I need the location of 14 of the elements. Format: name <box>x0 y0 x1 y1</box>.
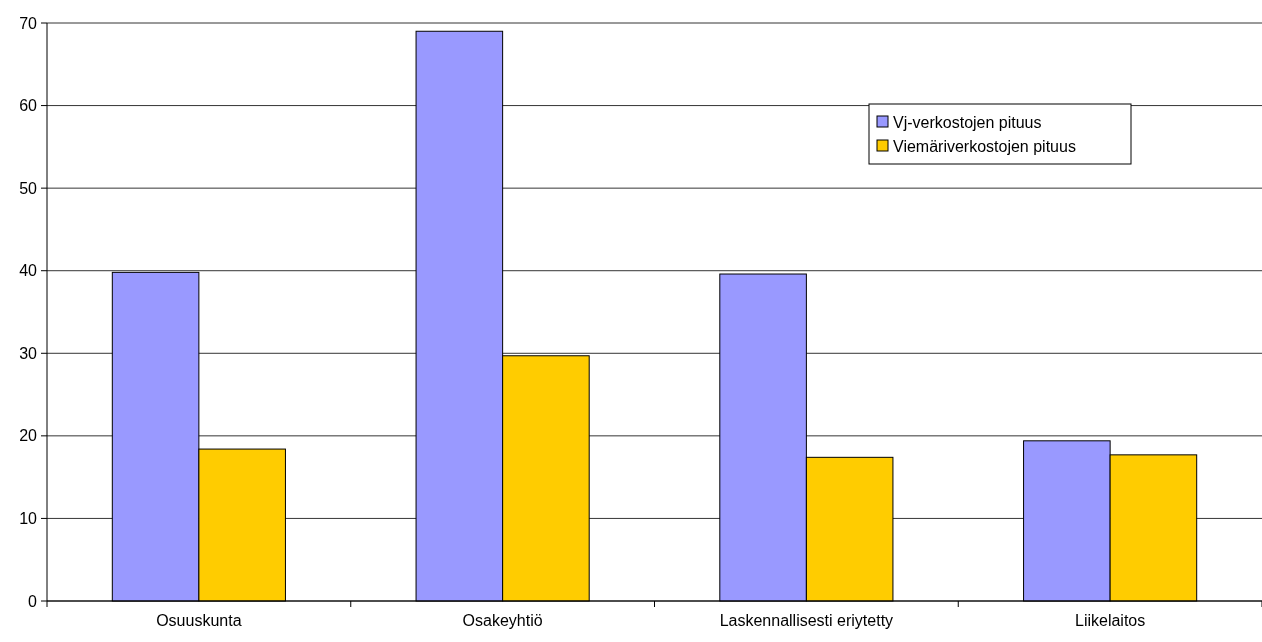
y-tick-label: 50 <box>19 179 38 197</box>
legend-label: Vj-verkostojen pituus <box>893 113 1042 131</box>
x-tick-label: Liikelaitos <box>1074 612 1146 629</box>
y-tick-label: 40 <box>19 262 38 280</box>
y-tick-label: 0 <box>28 592 38 610</box>
y-tick-label: 60 <box>19 97 38 115</box>
x-tick-label: Osuuskunta <box>156 612 242 629</box>
x-tick-label: Laskennallisesti eriytetty <box>719 612 894 629</box>
y-tick-label: 10 <box>19 510 38 528</box>
y-tick-label: 30 <box>19 344 38 362</box>
y-tick-label: 20 <box>19 427 38 445</box>
legend-label: Viemäriverkostojen pituus <box>893 137 1076 155</box>
x-tick-label: Osakeyhtiö <box>462 612 543 629</box>
y-tick-label: 70 <box>19 14 38 32</box>
